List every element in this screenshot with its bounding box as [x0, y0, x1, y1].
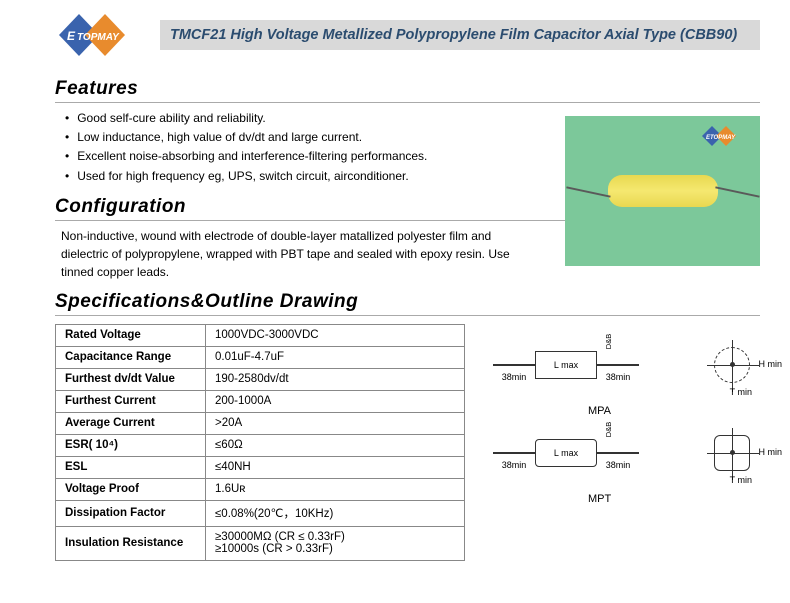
- table-row: Average Current>20A: [56, 412, 465, 434]
- t-min-label: T min: [730, 387, 752, 397]
- drawing-mpt: 38min L max 38min D&B H min T min MPT: [483, 427, 760, 497]
- spec-label: Voltage Proof: [56, 478, 206, 500]
- product-photo: ETOPMAY: [565, 116, 760, 266]
- spec-label: ESL: [56, 456, 206, 478]
- spec-value: 190-2580dv/dt: [206, 368, 465, 390]
- specifications-table: Rated Voltage1000VDC-3000VDC Capacitance…: [55, 324, 465, 561]
- header: E TOPMAY TMCF21 High Voltage Metallized …: [55, 10, 760, 60]
- t-min-label: T min: [730, 475, 752, 485]
- capacitor-body: [608, 175, 718, 207]
- spec-label: ESR( 10⁴): [56, 434, 206, 456]
- spec-value: ≥30000MΩ (CR ≤ 0.33rF) ≥10000s (CR > 0.3…: [206, 526, 465, 560]
- table-row: Rated Voltage1000VDC-3000VDC: [56, 324, 465, 346]
- type-label-mpa: MPA: [588, 405, 611, 417]
- brand-logo: E TOPMAY: [55, 10, 150, 60]
- table-row: ESL≤40NH: [56, 456, 465, 478]
- table-row: ESR( 10⁴)≤60Ω: [56, 434, 465, 456]
- logo-text-2: TOPMAY: [77, 32, 120, 43]
- spec-label: Furthest dv/dt Value: [56, 368, 206, 390]
- spec-label: Average Current: [56, 412, 206, 434]
- spec-label: Capacitance Range: [56, 346, 206, 368]
- table-row: Voltage Proof1.6Uʀ: [56, 478, 465, 500]
- features-heading: Features: [55, 78, 760, 103]
- lead-left: 38min: [493, 364, 535, 366]
- table-row: Insulation Resistance≥30000MΩ (CR ≤ 0.33…: [56, 526, 465, 560]
- logo-text: E: [67, 29, 76, 43]
- table-row: Dissipation Factor≤0.08%(20℃，10KHz): [56, 500, 465, 526]
- body-rect: L max: [535, 351, 597, 379]
- specs-row: Rated Voltage1000VDC-3000VDC Capacitance…: [55, 324, 760, 561]
- spec-label: Furthest Current: [56, 390, 206, 412]
- dim-d: D&B: [604, 422, 613, 437]
- spec-value: 1.6Uʀ: [206, 478, 465, 500]
- spec-value: >20A: [206, 412, 465, 434]
- specs-heading: Specifications&Outline Drawing: [55, 291, 760, 316]
- svg-text:ETOPMAY: ETOPMAY: [706, 135, 736, 141]
- spec-label: Insulation Resistance: [56, 526, 206, 560]
- spec-value: ≤40NH: [206, 456, 465, 478]
- dim-d: D&B: [604, 334, 613, 349]
- table-row: Capacitance Range0.01uF-4.7uF: [56, 346, 465, 368]
- spec-value: 1000VDC-3000VDC: [206, 324, 465, 346]
- end-view: H min T min: [714, 347, 750, 383]
- drawing-mpa: 38min L max 38min D&B H min T min MPA: [483, 339, 760, 409]
- lead-left: 38min: [493, 452, 535, 454]
- type-label-mpt: MPT: [588, 493, 611, 505]
- table-row: Furthest Current200-1000A: [56, 390, 465, 412]
- capacitor-lead-left: [566, 186, 610, 197]
- lead-right: 38min: [597, 364, 639, 366]
- spec-value: 200-1000A: [206, 390, 465, 412]
- small-logo: ETOPMAY: [700, 124, 752, 148]
- body-rect: L max: [535, 439, 597, 467]
- spec-label: Rated Voltage: [56, 324, 206, 346]
- h-min-label: H min: [758, 447, 782, 457]
- end-view: H min T min: [714, 435, 750, 471]
- content-area: Features Good self-cure ability and reli…: [55, 78, 760, 561]
- datasheet-page: E TOPMAY TMCF21 High Voltage Metallized …: [0, 0, 790, 571]
- table-row: Furthest dv/dt Value190-2580dv/dt: [56, 368, 465, 390]
- outline-drawings: 38min L max 38min D&B H min T min MPA: [483, 324, 760, 561]
- spec-label: Dissipation Factor: [56, 500, 206, 526]
- spec-value: ≤0.08%(20℃，10KHz): [206, 500, 465, 526]
- configuration-text: Non-inductive, wound with electrode of d…: [61, 227, 511, 281]
- spec-value: ≤60Ω: [206, 434, 465, 456]
- spec-value: 0.01uF-4.7uF: [206, 346, 465, 368]
- capacitor-lead-right: [715, 186, 759, 197]
- lead-right: 38min: [597, 452, 639, 454]
- h-min-label: H min: [758, 359, 782, 369]
- title-bar: TMCF21 High Voltage Metallized Polypropy…: [160, 20, 760, 50]
